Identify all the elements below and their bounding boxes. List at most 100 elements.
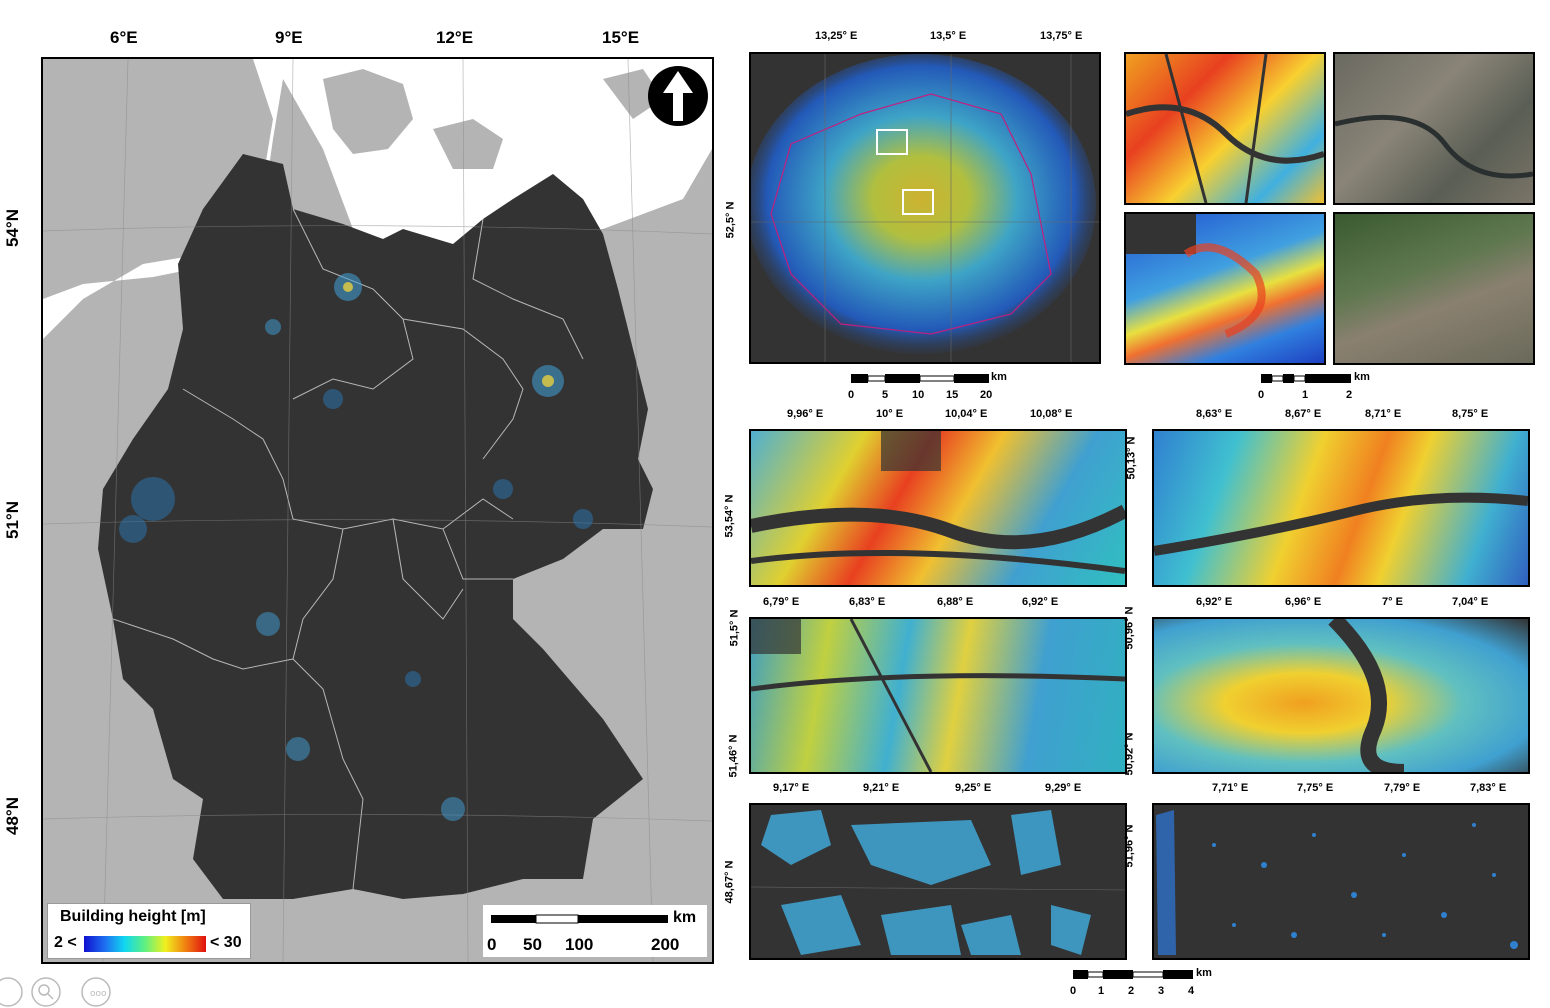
- main-scale-0: 0: [487, 935, 497, 954]
- zoom-height-2: [1124, 212, 1326, 365]
- rural-lon-2: 7,75° E: [1297, 782, 1334, 794]
- ruhr-lon-4: 6,92° E: [1022, 596, 1059, 608]
- zoom-scale-0: 0: [1258, 389, 1265, 401]
- page-icon: [0, 977, 23, 1007]
- stuttgart-lat-1: 48,67° N: [723, 860, 736, 904]
- stuttgart-map: [749, 803, 1127, 960]
- berlin-scale-20: 20: [980, 389, 993, 401]
- lon-label-12e: 12°E: [436, 28, 474, 47]
- legend: Building height [m] 2 < < 30: [47, 903, 251, 959]
- sweden-coast: [603, 69, 663, 119]
- ruhr-lon-1: 6,79° E: [763, 596, 800, 608]
- svg-text:ooo: ooo: [90, 989, 107, 999]
- berlin-overview-map: [749, 52, 1101, 364]
- stuttgart-lon-1: 9,17° E: [773, 782, 810, 794]
- zealand-island: [433, 119, 503, 169]
- berlin-scale-10: 10: [912, 389, 925, 401]
- bottom-scale-unit: km: [1196, 967, 1212, 979]
- stuttgart-lon-3: 9,25° E: [955, 782, 992, 794]
- rural-lat-1: 51,96° N: [1123, 824, 1136, 868]
- berlin-boundary: [770, 93, 1052, 335]
- ruhr-map: [749, 617, 1127, 774]
- hamburg-lon-1: 9,96° E: [787, 408, 824, 420]
- berlin-lat-1: 52,5° N: [724, 201, 737, 239]
- zoom-satellite-2: [1333, 212, 1535, 365]
- stuttgart-lon-4: 9,29° E: [1045, 782, 1082, 794]
- zoom-box-1: [876, 129, 908, 155]
- hamburg-lon-4: 10,08° E: [1030, 408, 1073, 420]
- frankfurt-map: [1152, 429, 1530, 587]
- cologne-map: [1152, 617, 1530, 774]
- lon-label-9e: 9°E: [275, 28, 303, 47]
- lat-label-54n: 54°N: [2, 209, 22, 247]
- stuttgart-lon-2: 9,21° E: [863, 782, 900, 794]
- main-scale-unit: km: [673, 909, 697, 926]
- germany-landmass: [98, 154, 653, 899]
- rural-map: [1152, 803, 1530, 960]
- berlin-scale-5: 5: [882, 389, 889, 401]
- ruhr-lon-2: 6,83° E: [849, 596, 886, 608]
- hamburg-lon-3: 10,04° E: [945, 408, 988, 420]
- legend-max: < 30: [210, 934, 242, 951]
- hamburg-lon-2: 10° E: [876, 408, 904, 420]
- hamburg-map: [749, 429, 1127, 587]
- bottom-scale-2: 2: [1128, 985, 1135, 997]
- berlin-lon-2: 13,5° E: [930, 30, 967, 42]
- urban-hotspots: [119, 273, 593, 821]
- viewer-toolbar: ooo: [0, 972, 120, 1008]
- zoom-search-icon[interactable]: [32, 978, 60, 1006]
- cologne-lon-2: 6,96° E: [1285, 596, 1322, 608]
- lat-label-51n: 51°N: [2, 501, 22, 539]
- zoom-scale-1: 1: [1302, 389, 1309, 401]
- lon-label-15e: 15°E: [602, 28, 640, 47]
- zoom-scale-2: 2: [1346, 389, 1353, 401]
- rural-lon-1: 7,71° E: [1212, 782, 1249, 794]
- graticule: [43, 59, 712, 962]
- ruhr-lon-3: 6,88° E: [937, 596, 974, 608]
- page-icon[interactable]: [0, 978, 22, 1006]
- hamburg-lat-1: 53,54° N: [723, 494, 736, 538]
- legend-min: 2 <: [54, 934, 77, 951]
- berlin-scale-unit: km: [991, 371, 1007, 383]
- cologne-lat-2: 50,92° N: [1123, 732, 1136, 776]
- legend-title: Building height [m]: [60, 908, 206, 925]
- berlin-scale-0: 0: [848, 389, 855, 401]
- lat-label-48n: 48°N: [2, 797, 22, 835]
- frankfurt-lon-3: 8,71° E: [1365, 408, 1402, 420]
- main-scale-50: 50: [523, 935, 542, 954]
- frankfurt-lon-1: 8,63° E: [1196, 408, 1233, 420]
- state-borders: [112, 208, 584, 890]
- frankfurt-lat-1: 50,13° N: [1125, 436, 1138, 480]
- berlin-scale-15: 15: [946, 389, 959, 401]
- rural-lon-4: 7,83° E: [1470, 782, 1507, 794]
- zoom-scalebar: km 0 1 2: [1258, 371, 1378, 405]
- berlin-scalebar: km 0 5 10 15 20: [848, 371, 1018, 405]
- bottom-scale-4: 4: [1188, 985, 1195, 997]
- rural-lon-3: 7,79° E: [1384, 782, 1421, 794]
- bottom-scalebar: km 0 1 2 3 4: [1070, 967, 1230, 1001]
- main-scale-100: 100: [565, 935, 594, 954]
- frankfurt-lon-2: 8,67° E: [1285, 408, 1322, 420]
- legend-colorbar: [84, 936, 206, 952]
- germany-map: Building height [m] 2 < < 30 km 0 50 100…: [41, 57, 714, 964]
- cologne-lon-3: 7° E: [1382, 596, 1403, 608]
- north-arrow-icon: [647, 65, 709, 127]
- cologne-lon-4: 7,04° E: [1452, 596, 1489, 608]
- zoom-scale-unit: km: [1354, 371, 1370, 383]
- bottom-scale-0: 0: [1070, 985, 1077, 997]
- denmark-island: [323, 69, 413, 154]
- berlin-lon-1: 13,25° E: [815, 30, 858, 42]
- bottom-scale-1: 1: [1098, 985, 1105, 997]
- more-options-icon[interactable]: [82, 978, 110, 1006]
- lon-label-6e: 6°E: [110, 28, 138, 47]
- frankfurt-lon-4: 8,75° E: [1452, 408, 1489, 420]
- zoom-satellite-1: [1333, 52, 1535, 205]
- zoom-height-1: [1124, 52, 1326, 205]
- cologne-lon-1: 6,92° E: [1196, 596, 1233, 608]
- main-scalebar: km 0 50 100 200: [483, 905, 707, 957]
- berlin-lon-3: 13,75° E: [1040, 30, 1083, 42]
- ruhr-lat-1: 51,5° N: [728, 609, 741, 647]
- zoom-box-2: [902, 189, 934, 215]
- ruhr-lat-2: 51,46° N: [727, 734, 740, 778]
- bottom-scale-3: 3: [1158, 985, 1165, 997]
